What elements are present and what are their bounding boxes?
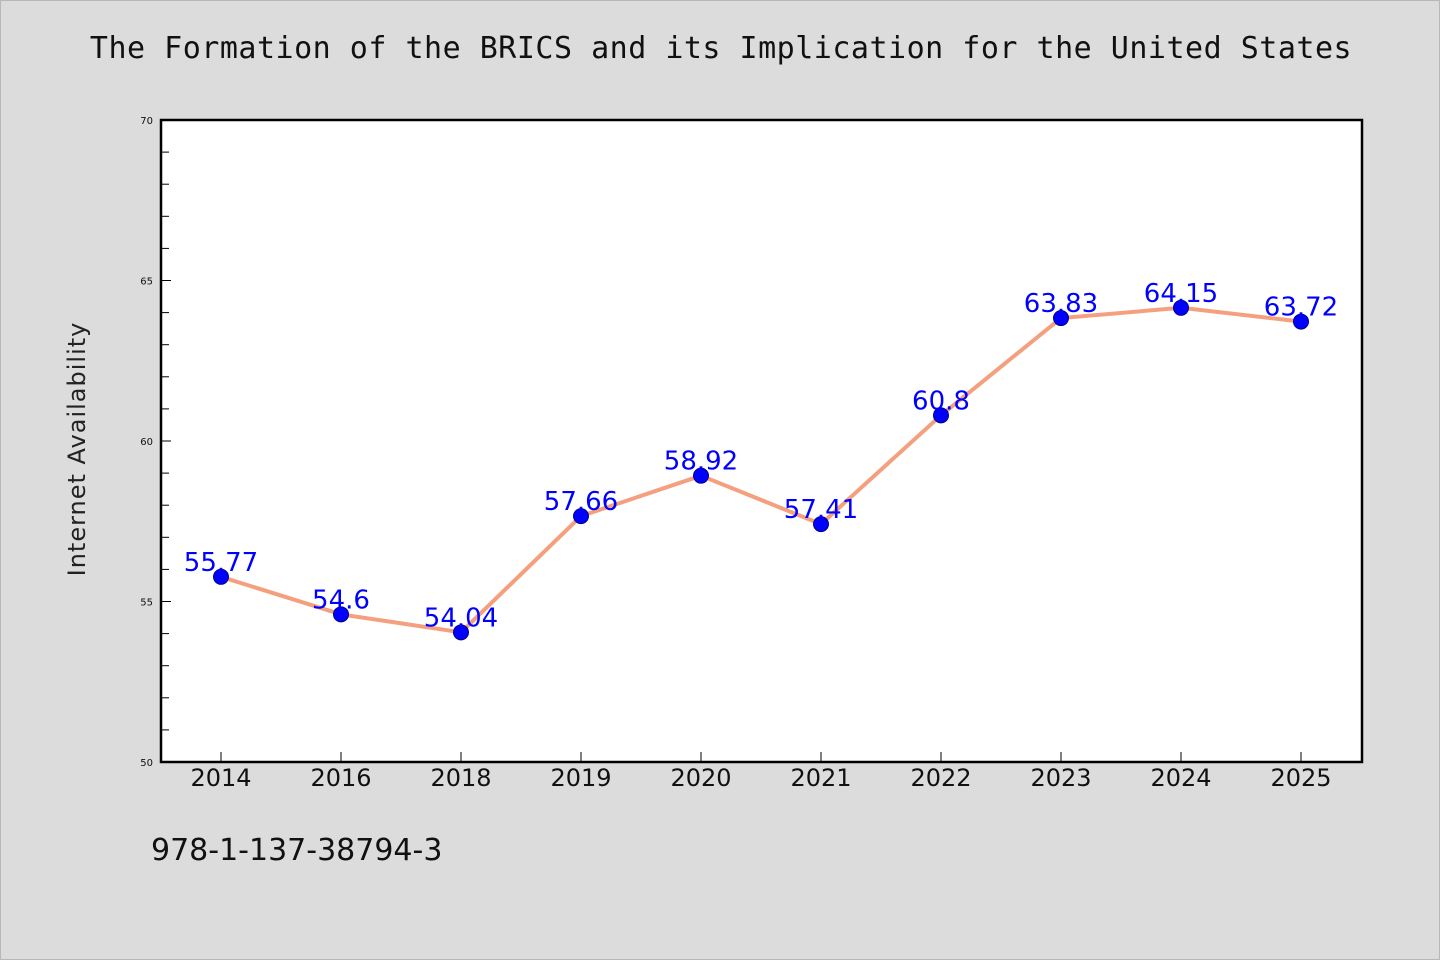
y-tick-label: 55	[140, 598, 153, 609]
data-point	[1053, 310, 1069, 327]
series-line	[219, 305, 1303, 635]
x-tick-label: 2018	[430, 764, 491, 792]
y-tick-label: 70	[140, 116, 153, 127]
data-label: 58.92	[664, 447, 738, 477]
data-point	[333, 606, 349, 623]
footer-isbn: 978-1-137-38794-3	[151, 833, 443, 868]
x-tick-label: 2014	[190, 764, 251, 792]
data-label: 57.66	[544, 487, 618, 517]
x-tick-label: 2020	[670, 764, 731, 792]
series-layer	[213, 299, 1309, 641]
data-label: 63.83	[1024, 289, 1098, 319]
x-tick-label: 2023	[1030, 764, 1091, 792]
plot-area	[159, 118, 1364, 764]
data-label: 54.6	[312, 585, 370, 615]
x-tick-label: 2021	[790, 764, 851, 792]
x-tick-label: 2019	[550, 764, 611, 792]
data-point	[933, 407, 949, 424]
data-point	[813, 516, 829, 533]
chart-title: The Formation of the BRICS and its Impli…	[89, 31, 1353, 66]
x-axis-ticks: 2014 2016 2018 2019 2020 2021 2022 2023 2024 2025	[190, 752, 1332, 792]
data-label: 54.04	[424, 603, 498, 633]
data-point	[1173, 299, 1189, 316]
data-point	[453, 624, 469, 641]
x-tick-label: 2022	[910, 764, 971, 792]
data-label: 60.8	[912, 386, 970, 416]
y-tick-label: 60	[140, 437, 153, 448]
x-tick-label: 2024	[1150, 764, 1211, 792]
y-tick-label: 50	[140, 758, 153, 769]
data-label: 64.15	[1144, 279, 1218, 309]
x-tick-label: 2016	[310, 764, 371, 792]
data-labels-layer: 55.77 54.6 54.04 57.66 58.92 57.41 60.8 63.83 64…	[184, 279, 1338, 634]
data-label: 63.72	[1264, 293, 1338, 323]
x-tick-label: 2025	[1270, 764, 1331, 792]
data-point	[573, 508, 589, 525]
y-axis-ticks: 50 55 60 65 70	[140, 116, 171, 769]
data-point	[1293, 313, 1309, 330]
y-tick-label: 65	[140, 277, 153, 288]
data-point	[693, 467, 709, 484]
data-label: 55.77	[184, 548, 258, 578]
data-point	[213, 568, 229, 585]
data-label: 57.41	[784, 495, 858, 525]
